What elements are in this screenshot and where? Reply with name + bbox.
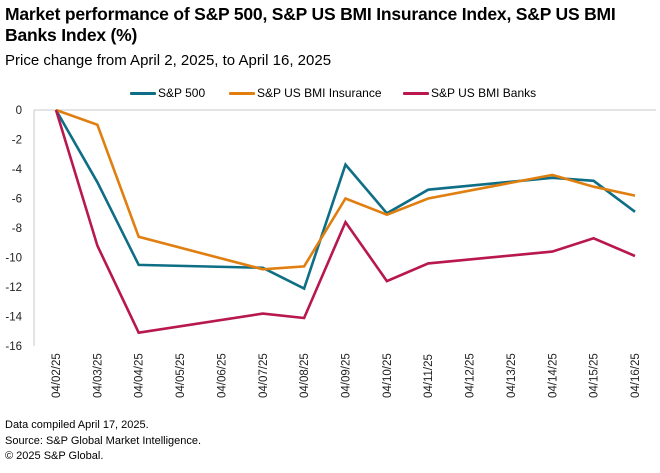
x-tick-label: 04/03/25 bbox=[92, 353, 104, 398]
chart-footer: Data compiled April 17, 2025. Source: S&… bbox=[5, 418, 201, 465]
chart-title: Market performance of S&P 500, S&P US BM… bbox=[5, 4, 616, 45]
x-tick-labels: 04/02/25 04/03/25 04/04/25 04/05/25 04/06/25… bbox=[51, 353, 642, 398]
x-tick-label: 04/06/25 bbox=[216, 353, 228, 398]
y-tick-label: -8 bbox=[12, 223, 22, 235]
legend-swatch-insurance bbox=[229, 91, 255, 95]
legend-item-insurance: S&P US BMI Insurance bbox=[229, 86, 382, 100]
x-tick-label: 04/13/25 bbox=[506, 353, 518, 398]
x-tick-label: 04/04/25 bbox=[134, 353, 146, 398]
y-tick-label: -6 bbox=[12, 194, 22, 206]
x-tick-label: 04/12/25 bbox=[465, 353, 477, 398]
chart-axes bbox=[33, 109, 656, 346]
y-tick-label: -12 bbox=[5, 282, 22, 294]
x-tick-label: 04/05/25 bbox=[175, 353, 187, 398]
legend-swatch-sp500 bbox=[130, 91, 156, 95]
x-tick-label: 04/16/25 bbox=[630, 353, 642, 398]
x-tick-label: 04/08/25 bbox=[299, 353, 311, 398]
series-line-s-p-us-bmi-insurance bbox=[55, 108, 636, 271]
y-tick-label: -10 bbox=[5, 253, 22, 265]
x-tick-label: 04/11/25 bbox=[423, 354, 435, 398]
y-tick-label: -4 bbox=[12, 164, 23, 176]
series-line-s-p-us-bmi-banks bbox=[54, 109, 636, 335]
chart-legend: S&P 500 S&P US BMI Insurance S&P US BMI … bbox=[0, 86, 660, 102]
footer-data-compiled: Data compiled April 17, 2025. bbox=[5, 419, 149, 431]
legend-item-sp500: S&P 500 bbox=[130, 86, 205, 100]
legend-label-sp500: S&P 500 bbox=[158, 86, 206, 100]
series-layer bbox=[54, 108, 636, 335]
x-tick-label: 04/09/25 bbox=[341, 353, 353, 398]
y-tick-label: -16 bbox=[5, 341, 22, 353]
x-tick-label: 04/10/25 bbox=[382, 353, 394, 398]
y-tick-label: -14 bbox=[5, 312, 22, 324]
footer-copyright: © 2025 S&P Global. bbox=[5, 450, 104, 462]
x-tick-label: 04/02/25 bbox=[51, 353, 63, 398]
legend-item-banks: S&P US BMI Banks bbox=[403, 86, 536, 100]
y-tick-label: 0 bbox=[16, 105, 22, 117]
legend-label-banks: S&P US BMI Banks bbox=[431, 86, 537, 100]
x-tick-label: 04/15/25 bbox=[589, 353, 601, 398]
legend-swatch-banks bbox=[403, 91, 429, 95]
x-tick-label: 04/14/25 bbox=[547, 353, 559, 398]
legend-label-insurance: S&P US BMI Insurance bbox=[257, 86, 382, 100]
footer-source: Source: S&P Global Market Intelligence. bbox=[5, 434, 202, 447]
chart-subtitle: Price change from April 2, 2025, to Apri… bbox=[5, 52, 332, 69]
y-tick-label: -2 bbox=[12, 135, 22, 147]
x-tick-label: 04/07/25 bbox=[258, 353, 270, 398]
y-tick-labels: 0 -2 -4 -6 -8 -10 -12 -14 -16 bbox=[5, 105, 22, 353]
line-chart: 0-2-4-6-8-10-12-14-16 04/02/25 04/03/25 04… bbox=[5, 105, 656, 398]
